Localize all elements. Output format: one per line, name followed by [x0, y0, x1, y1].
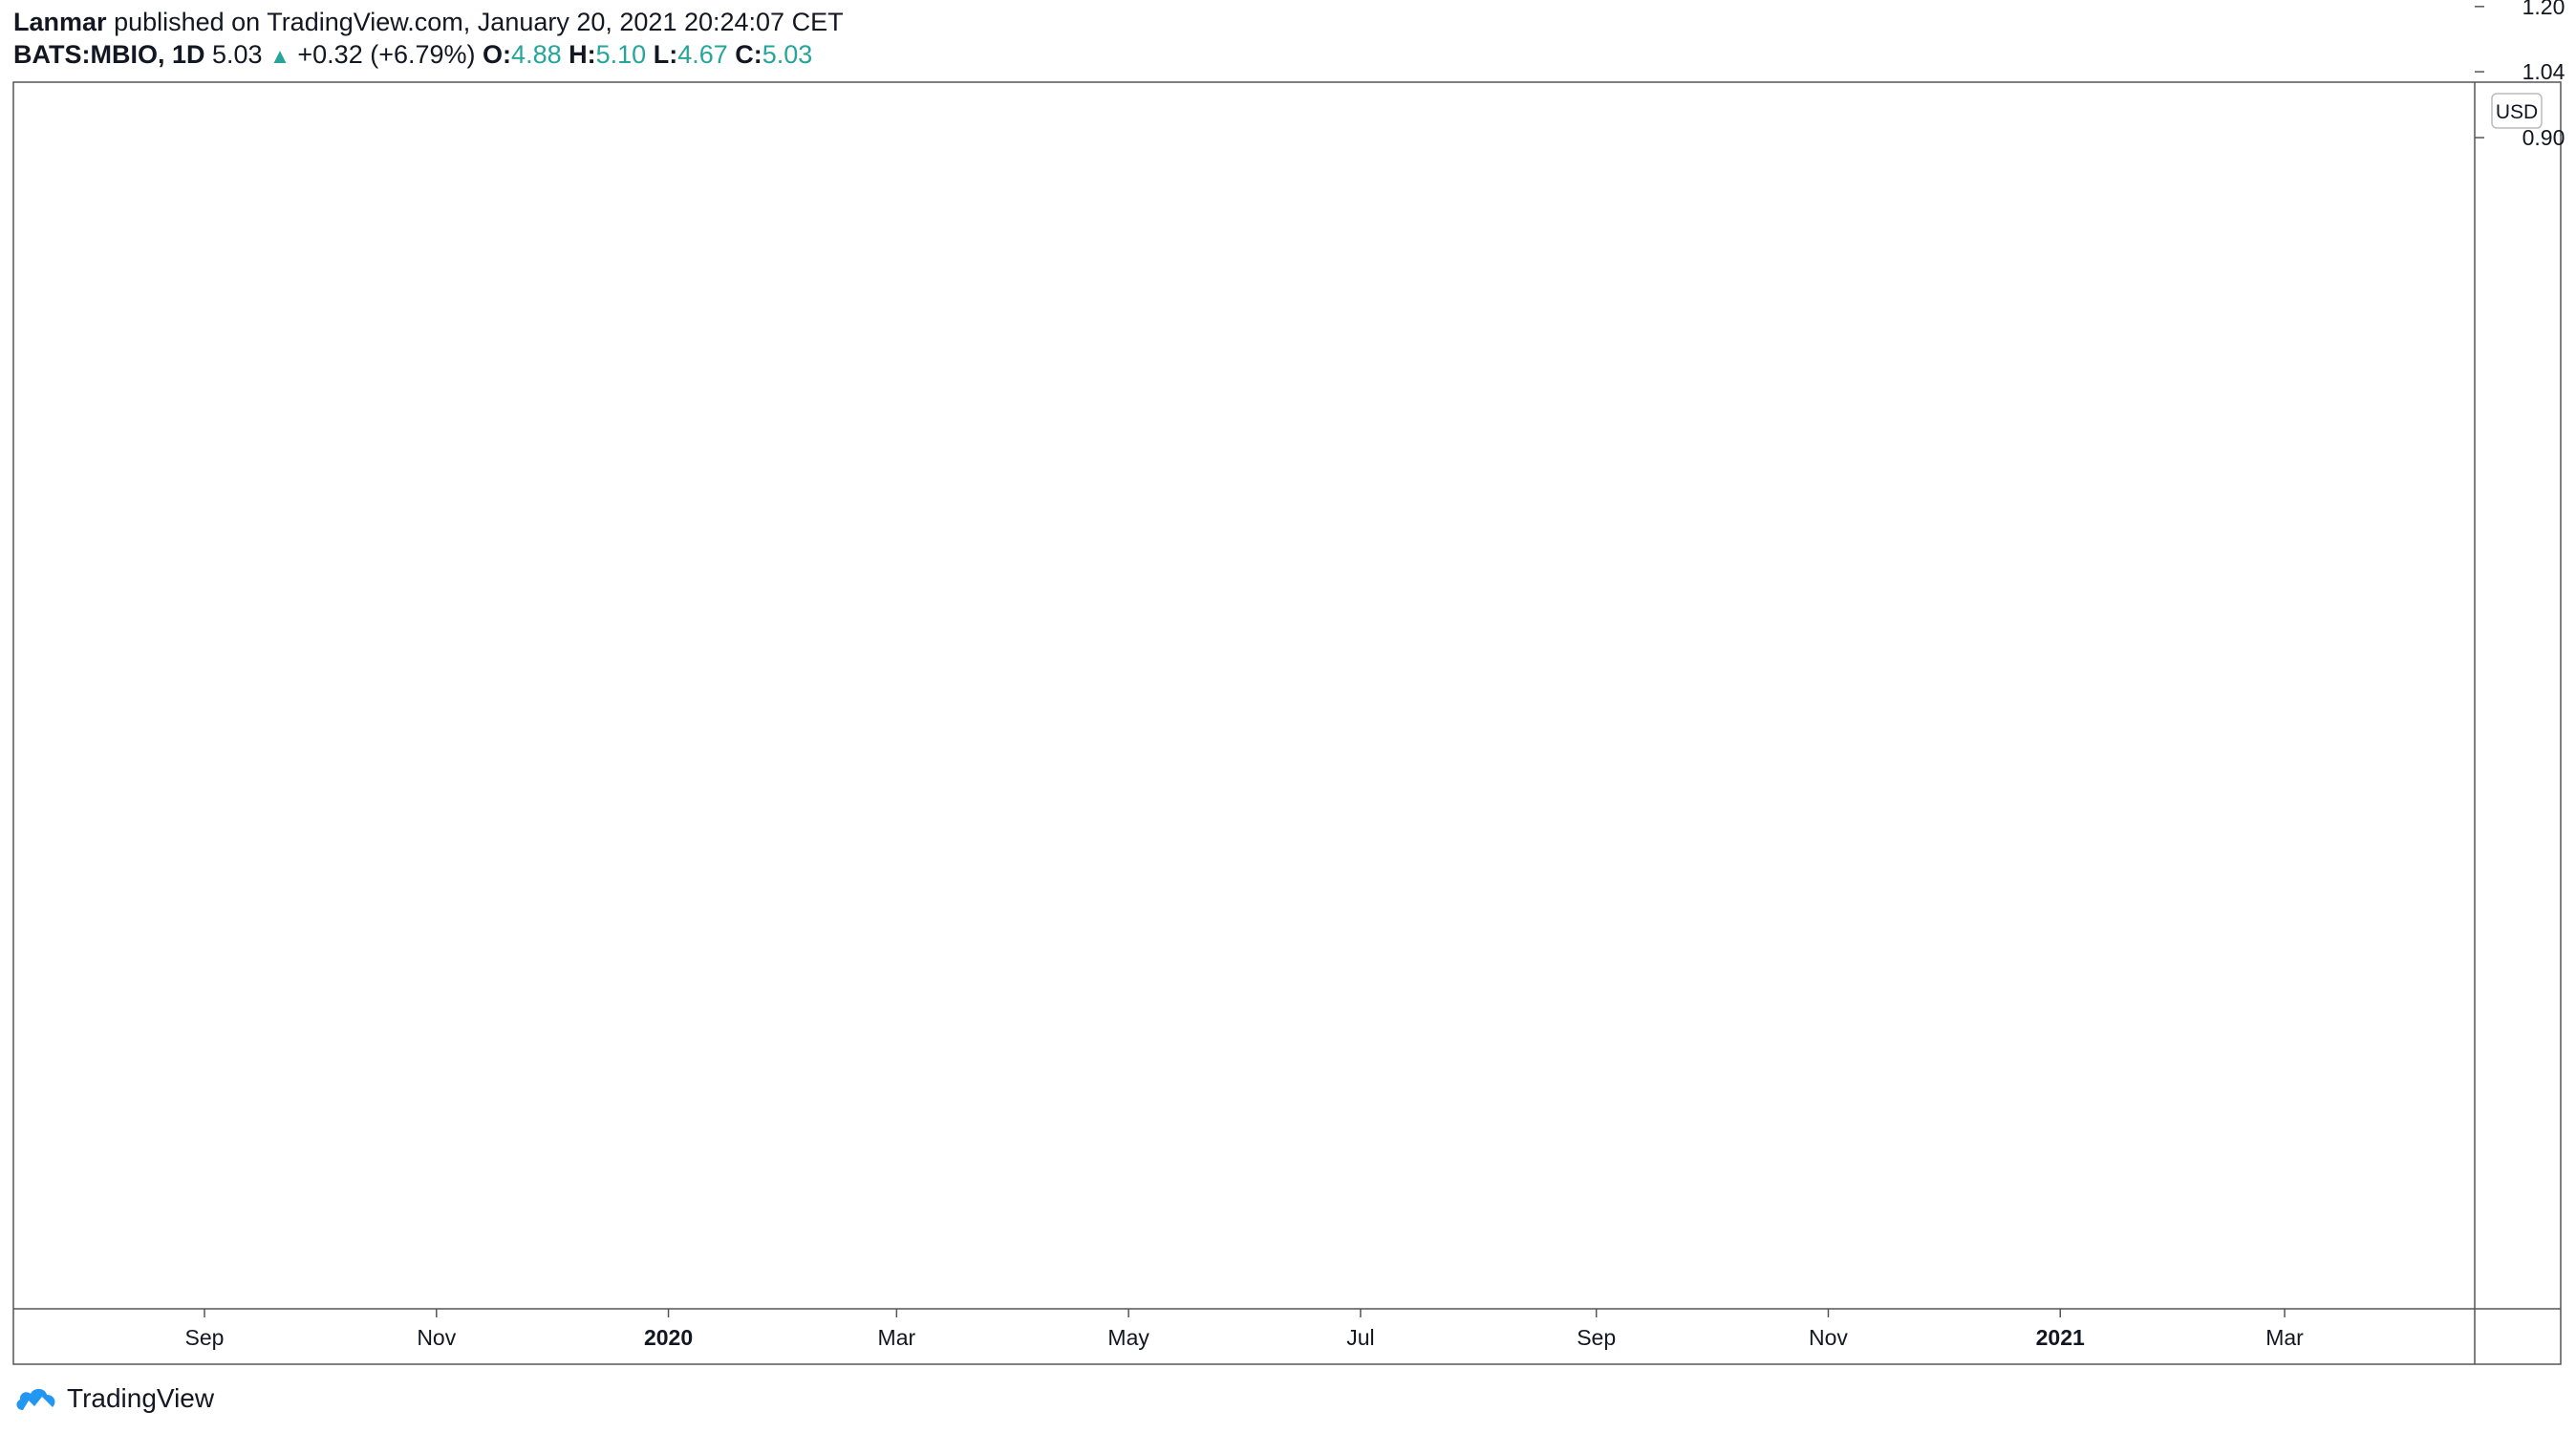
close-value: 5.03 — [762, 40, 813, 69]
chart-frame — [12, 81, 2562, 1365]
x-tick-label: Mar — [878, 1325, 916, 1350]
currency-label: USD — [2496, 101, 2538, 123]
y-tick-label: 0.90 — [2522, 125, 2565, 150]
x-tick-label: Sep — [185, 1325, 225, 1350]
brand-label[interactable]: TradingView — [67, 1383, 215, 1413]
y-tick-label: 1.04 — [2522, 59, 2565, 84]
high-value: 5.10 — [595, 40, 647, 69]
x-tick-label: Jul — [1346, 1325, 1374, 1350]
author-name[interactable]: Lanmar — [13, 8, 107, 36]
x-tick-label: 2021 — [2036, 1325, 2085, 1350]
x-tick-label: May — [1107, 1325, 1149, 1350]
symbol-label[interactable]: BATS:MBIO, 1D — [13, 40, 205, 69]
x-tick-label: Sep — [1577, 1325, 1616, 1350]
low-value: 4.67 — [677, 40, 728, 69]
publish-info: Lanmar published on TradingView.com, Jan… — [13, 6, 844, 38]
published-text: published on TradingView.com, January 20… — [114, 8, 844, 36]
currency-badge — [2491, 93, 2543, 129]
y-tick-label: 1.20 — [2522, 0, 2565, 19]
tradingview-cloud-icon[interactable] — [13, 1383, 59, 1414]
x-tick-label: Nov — [1809, 1325, 1848, 1350]
high-label: H: — [569, 40, 596, 69]
close-label: C: — [735, 40, 762, 69]
open-label: O: — [483, 40, 512, 69]
x-tick-label: Mar — [2265, 1325, 2304, 1350]
footer: TradingView — [13, 1381, 214, 1416]
up-triangle-icon: ▲ — [269, 44, 290, 68]
last-price: 5.03 — [212, 40, 263, 69]
open-value: 4.88 — [511, 40, 562, 69]
low-label: L: — [653, 40, 678, 69]
change-value: +0.32 (+6.79%) — [297, 40, 476, 69]
ohlc-legend: BATS:MBIO, 1D 5.03 ▲ +0.32 (+6.79%) O:4.… — [13, 38, 812, 73]
x-tick-label: 2020 — [644, 1325, 693, 1350]
x-tick-label: Nov — [417, 1325, 456, 1350]
